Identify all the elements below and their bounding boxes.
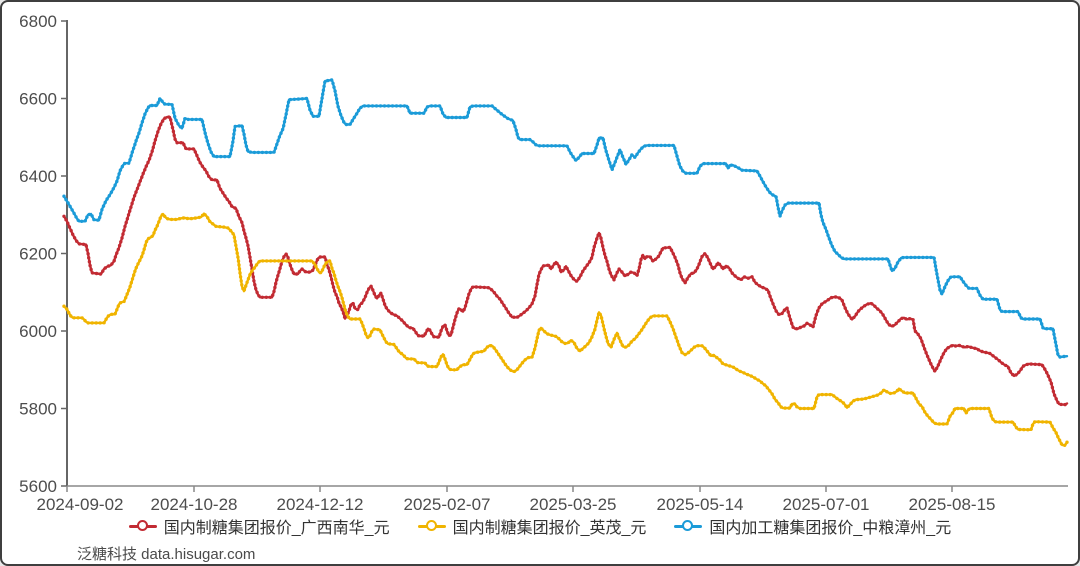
yellow-line-circle-icon bbox=[417, 520, 446, 532]
chart-legend: 国内制糖集团报价_广西南华_元 国内制糖集团报价_英茂_元 国内加工糖集团报价_… bbox=[2, 514, 1078, 538]
svg-text:2024-12-12: 2024-12-12 bbox=[277, 495, 364, 514]
red-line-circle-icon bbox=[128, 520, 157, 532]
svg-text:2025-08-15: 2025-08-15 bbox=[909, 495, 996, 514]
legend-label: 国内加工糖集团报价_中粮漳州_元 bbox=[709, 520, 952, 537]
legend-item-guangxi-nanhua[interactable]: 国内制糖集团报价_广西南华_元 bbox=[128, 514, 390, 538]
svg-text:6800: 6800 bbox=[19, 12, 57, 31]
blue-line-circle-icon bbox=[674, 520, 703, 532]
legend-item-cofco-zhangzhou[interactable]: 国内加工糖集团报价_中粮漳州_元 bbox=[674, 514, 951, 538]
svg-text:2025-05-14: 2025-05-14 bbox=[657, 495, 744, 514]
svg-text:2025-03-25: 2025-03-25 bbox=[530, 495, 617, 514]
svg-text:6600: 6600 bbox=[19, 90, 57, 109]
svg-text:2024-09-02: 2024-09-02 bbox=[37, 495, 124, 514]
svg-text:5800: 5800 bbox=[19, 400, 57, 419]
svg-text:2025-07-01: 2025-07-01 bbox=[783, 495, 870, 514]
svg-text:6400: 6400 bbox=[19, 167, 57, 186]
svg-text:2024-10-28: 2024-10-28 bbox=[151, 495, 238, 514]
svg-text:2025-02-07: 2025-02-07 bbox=[404, 495, 491, 514]
svg-text:6200: 6200 bbox=[19, 245, 57, 264]
legend-item-yingmao[interactable]: 国内制糖集团报价_英茂_元 bbox=[417, 514, 647, 538]
legend-label: 国内制糖集团报价_广西南华_元 bbox=[163, 520, 390, 537]
legend-label: 国内制糖集团报价_英茂_元 bbox=[452, 520, 647, 537]
svg-text:6000: 6000 bbox=[19, 322, 57, 341]
svg-text:5600: 5600 bbox=[19, 477, 57, 496]
data-source-credit: 泛糖科技 data.hisugar.com bbox=[77, 546, 256, 563]
